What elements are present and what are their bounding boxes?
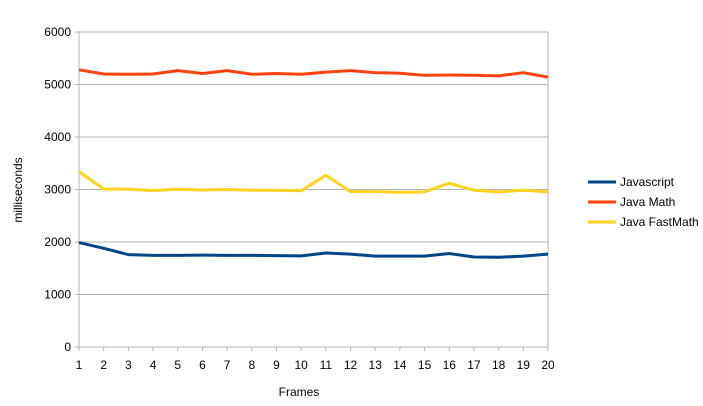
y-tick-label: 4000 bbox=[44, 130, 71, 144]
x-tick-label: 13 bbox=[369, 358, 383, 372]
series-line-java-math bbox=[78, 68, 549, 79]
series-line-java-fastmath bbox=[78, 170, 549, 194]
x-axis-ticks: 1 2 3 4 5 6 7 8 9 10 11 12 13 14 15 16 17 18 19 20 bbox=[76, 347, 555, 372]
x-tick-label: 17 bbox=[467, 358, 481, 372]
y-tick-label: 3000 bbox=[44, 183, 71, 197]
x-tick-label: 18 bbox=[492, 358, 506, 372]
x-tick-label: 2 bbox=[100, 358, 107, 372]
x-tick-label: 5 bbox=[174, 358, 181, 372]
x-tick-label: 3 bbox=[125, 358, 132, 372]
x-axis-title: Frames bbox=[279, 385, 320, 399]
legend-label: Java FastMath bbox=[620, 215, 699, 229]
x-tick-label: 7 bbox=[224, 358, 231, 372]
y-axis-ticks: 0 1000 2000 3000 4000 5000 6000 bbox=[44, 25, 79, 354]
x-tick-label: 16 bbox=[443, 358, 457, 372]
y-tick-label: 5000 bbox=[44, 78, 71, 92]
y-axis-title: milliseconds bbox=[11, 157, 25, 222]
y-tick-label: 0 bbox=[64, 340, 71, 354]
x-tick-label: 6 bbox=[199, 358, 206, 372]
x-tick-label: 1 bbox=[76, 358, 83, 372]
legend-label: Javascript bbox=[620, 175, 675, 189]
y-tick-label: 2000 bbox=[44, 235, 71, 249]
x-tick-label: 10 bbox=[294, 358, 308, 372]
x-tick-label: 12 bbox=[344, 358, 358, 372]
x-tick-label: 8 bbox=[248, 358, 255, 372]
x-tick-label: 15 bbox=[418, 358, 432, 372]
legend: Javascript Java Math Java FastMath bbox=[588, 175, 699, 229]
x-tick-label: 4 bbox=[150, 358, 157, 372]
y-tick-label: 1000 bbox=[44, 288, 71, 302]
x-tick-label: 20 bbox=[541, 358, 555, 372]
x-tick-label: 11 bbox=[320, 358, 333, 372]
legend-label: Java Math bbox=[620, 195, 675, 209]
series-lines bbox=[78, 68, 549, 259]
y-tick-label: 6000 bbox=[44, 25, 71, 39]
x-tick-label: 14 bbox=[393, 358, 407, 372]
series-line-javascript bbox=[78, 241, 549, 259]
x-tick-label: 19 bbox=[517, 358, 531, 372]
x-tick-label: 9 bbox=[273, 358, 280, 372]
